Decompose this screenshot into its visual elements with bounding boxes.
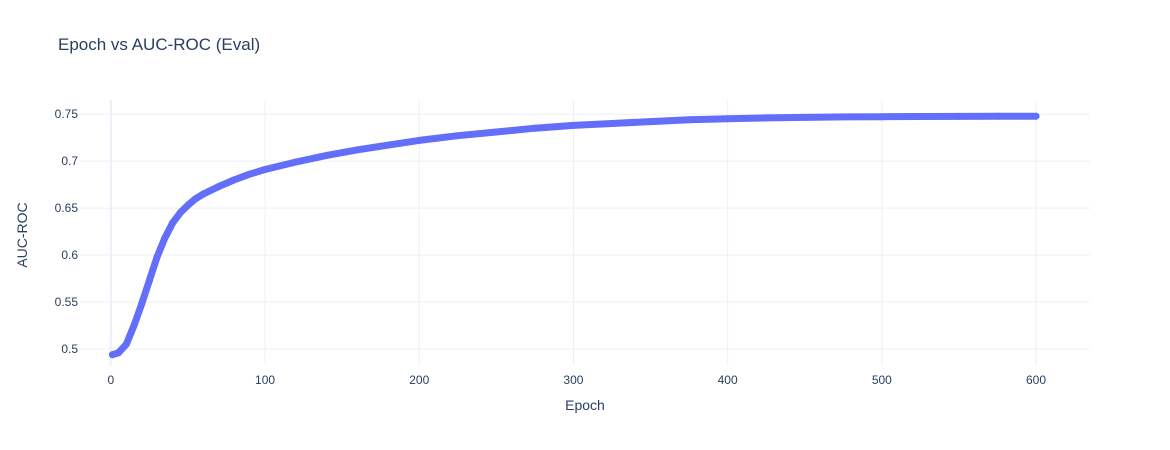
data-point: [354, 146, 362, 154]
data-point: [176, 209, 184, 217]
data-point: [192, 195, 200, 203]
x-tick-label: 400: [718, 373, 738, 387]
data-point: [685, 116, 693, 124]
data-point: [762, 114, 770, 122]
data-point: [199, 190, 207, 198]
data-point: [801, 113, 809, 121]
data-point: [138, 300, 146, 308]
y-tick-label: 0.5: [61, 342, 78, 356]
data-point: [608, 120, 616, 127]
chart-title: Epoch vs AUC-ROC (Eval): [58, 35, 260, 54]
series-line: [108, 112, 1040, 359]
y-tick-label: 0.55: [55, 295, 79, 309]
x-tick-label: 0: [107, 373, 114, 387]
data-point: [384, 141, 392, 149]
data-point: [569, 121, 577, 129]
data-point: [955, 112, 963, 120]
x-tick-label: 100: [255, 373, 275, 387]
y-tick-label: 0.75: [55, 107, 79, 121]
data-point: [130, 322, 138, 329]
y-gridlines: [80, 113, 1090, 350]
series-layer: [108, 112, 1040, 359]
x-gridlines: [109, 100, 1037, 365]
x-tick-label: 500: [872, 373, 892, 387]
data-point: [169, 219, 176, 227]
data-point: [878, 113, 886, 121]
data-point: [415, 136, 423, 144]
data-point: [1032, 112, 1040, 120]
y-tick-label: 0.65: [55, 201, 79, 215]
data-point: [215, 183, 223, 190]
x-tick-label: 200: [409, 373, 429, 387]
data-point: [454, 132, 462, 140]
y-axis-title: AUC-ROC: [14, 202, 30, 267]
y-tick-labels: 0.5 0.55 0.6 0.65 0.7 0.75: [55, 107, 79, 356]
data-point: [115, 349, 122, 357]
data-point: [647, 118, 654, 126]
data-point: [492, 128, 500, 136]
data-point: [153, 253, 161, 261]
data-point: [994, 112, 1001, 120]
data-point: [246, 170, 254, 178]
data-point: [108, 351, 116, 359]
data-point: [916, 113, 924, 120]
x-tick-label: 600: [1026, 373, 1046, 387]
data-point: [145, 276, 153, 284]
data-point: [531, 124, 539, 132]
data-point: [184, 201, 192, 209]
data-point: [161, 234, 169, 242]
data-point: [230, 176, 238, 184]
x-axis-title: Epoch: [565, 397, 605, 413]
data-point: [261, 166, 269, 173]
x-tick-label: 300: [563, 373, 583, 387]
y-tick-label: 0.7: [61, 154, 78, 168]
y-tick-label: 0.6: [61, 248, 78, 262]
data-point: [323, 151, 331, 159]
x-tick-labels: 0 100 200 300 400 500 600: [107, 373, 1046, 387]
data-point: [122, 340, 130, 348]
data-point: [839, 113, 847, 121]
data-point: [292, 158, 300, 166]
data-point: [724, 115, 732, 123]
